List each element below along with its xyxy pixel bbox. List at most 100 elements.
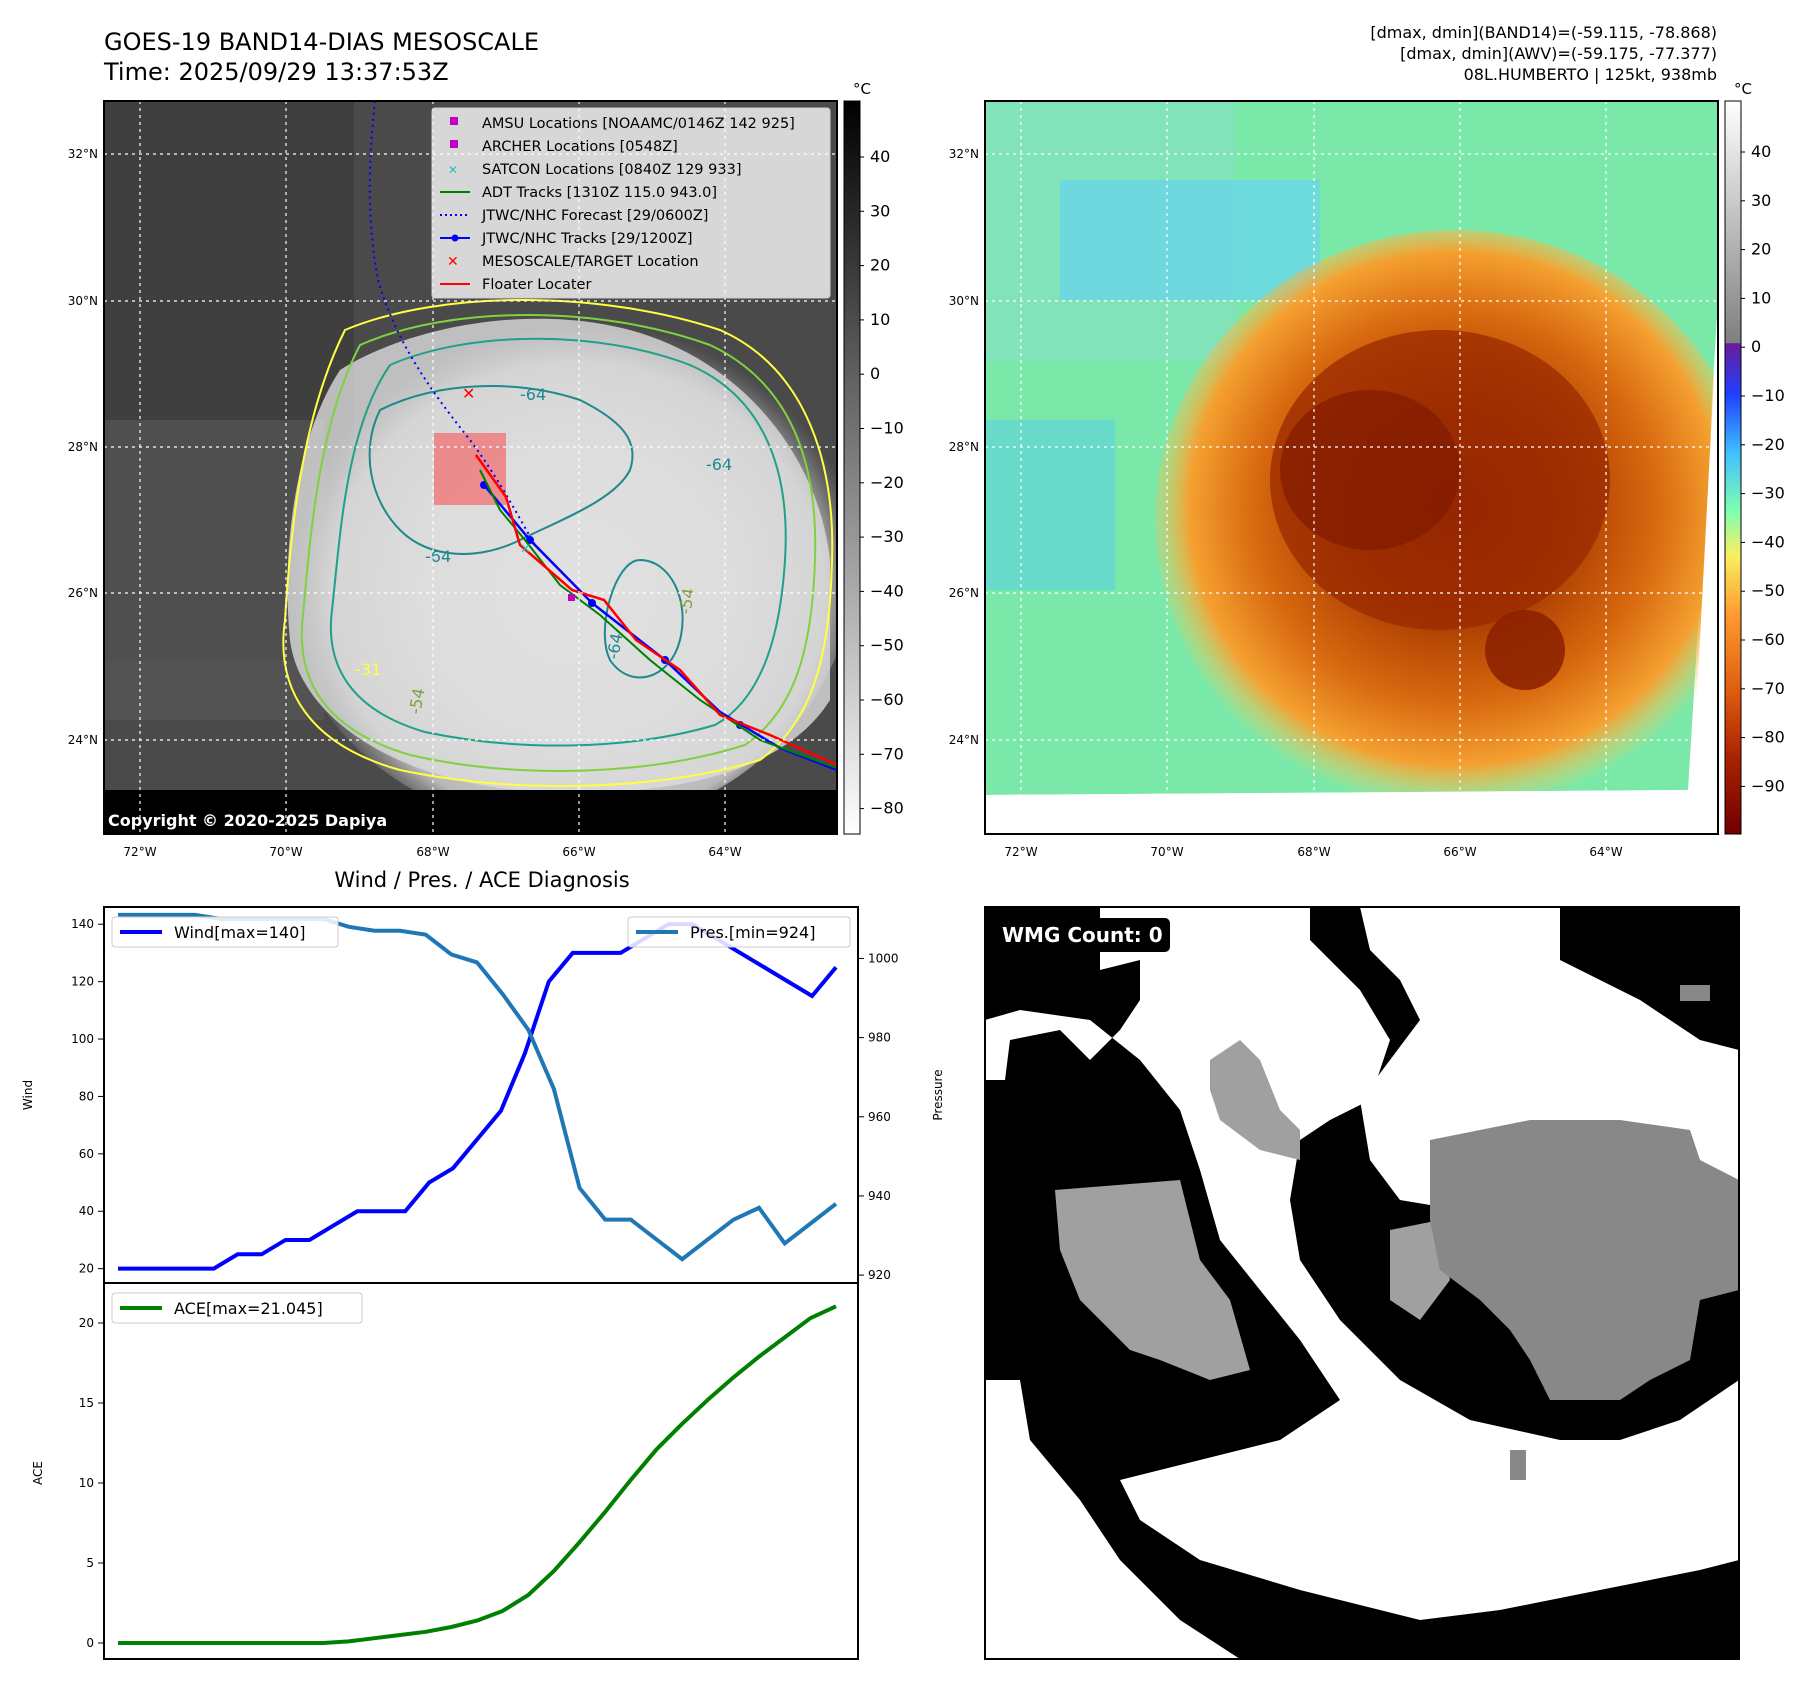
ace-tick-label: 5 (86, 1556, 94, 1570)
legend-satcon-label: SATCON Locations [0840Z 129 933] (482, 162, 741, 178)
left-map-lon-labels: 72°W 70°W 68°W 66°W 64°W (123, 845, 741, 859)
legend-archer-label: ARCHER Locations [0548Z] (482, 139, 678, 155)
info-storm: 08L.HUMBERTO | 125kt, 938mb (1464, 65, 1717, 84)
contour-label: -64 (706, 455, 732, 474)
jtwc-forecast-track (368, 101, 536, 546)
wmg-count-badge (994, 918, 1170, 952)
colorbar-tick-label: −60 (1751, 630, 1785, 649)
pressure-axis-ticks: 920 940 960 980 1000 (858, 951, 899, 1282)
figure-title: GOES-19 BAND14-DIAS MESOSCALE (104, 28, 539, 56)
copyright-text: Copyright © 2020-2025 Dapiya (108, 811, 387, 830)
colorbar-tick-label: 0 (870, 364, 880, 383)
pressure-tick-label: 920 (868, 1268, 891, 1282)
pressure-tick-label: 1000 (868, 951, 899, 965)
right-map-image (985, 101, 1718, 834)
colorbar-tick-label: 40 (1751, 142, 1771, 161)
pressure-tick-label: 940 (868, 1189, 891, 1203)
wind-axis-label: Wind (21, 1080, 35, 1110)
right-colorbar-ticks: 40 30 20 10 0 −10 −20 −30 −40 −50 −60 −70 −80 −90 (1741, 142, 1785, 795)
colorbar-tick-label: −70 (1751, 679, 1785, 698)
contour-label: -64 (425, 547, 451, 566)
wind-tick-label: 120 (71, 975, 94, 989)
wind-tick-label: 60 (79, 1147, 94, 1161)
colorbar-tick-label: −20 (870, 473, 904, 492)
colorbar-tick-label: −30 (870, 527, 904, 546)
info-band14-range: [dmax, dmin](BAND14)=(-59.115, -78.868) (1370, 23, 1717, 42)
colorbar-tick-label: 0 (1751, 337, 1761, 356)
ace-axis-label: ACE (31, 1461, 45, 1485)
right-map-frame (984, 100, 1719, 835)
pressure-tick-label: 960 (868, 1110, 891, 1124)
contour-label: -54 (675, 587, 698, 616)
right-colorbar-unit: °C (1734, 80, 1752, 98)
legend-floater-label: Floater Locater (482, 277, 591, 293)
colorbar-tick-label: −50 (1751, 581, 1785, 600)
ace-axis-ticks: 0 5 10 15 20 (79, 1316, 104, 1650)
colorbar-tick-label: −10 (1751, 386, 1785, 405)
contour-label: -64 (520, 385, 546, 404)
pressure-axis-label: Pressure (931, 1069, 945, 1120)
left-map-lat-labels: 32°N 30°N 28°N 26°N 24°N (68, 147, 98, 747)
ace-tick-label: 10 (79, 1476, 94, 1490)
lat-label: 30°N (68, 294, 98, 308)
legend-amsu-label: AMSU Locations [NOAAMC/0146Z 142 925] (482, 116, 795, 132)
mesoscale-target-marker: ✕ (462, 384, 475, 403)
colorbar-tick-label: −40 (1751, 532, 1785, 551)
colorbar-tick-label: 10 (1751, 288, 1771, 307)
ace-tick-label: 15 (79, 1396, 94, 1410)
left-colorbar-unit: °C (853, 80, 871, 98)
left-map-panel: -64 -64 -64 -64 -54 -54 -31 ✕ ✕ (68, 80, 904, 859)
legend-satcon-icon: ✕ (448, 163, 458, 177)
ace-series-line (118, 1304, 837, 1645)
lat-label: 28°N (68, 440, 98, 454)
right-map-panel: 32°N 30°N 28°N 26°N 24°N 72°W 70°W 68°W … (949, 80, 1785, 859)
colorbar-tick-label: −60 (870, 690, 904, 709)
lat-label: 28°N (949, 440, 979, 454)
wind-tick-label: 100 (71, 1032, 94, 1046)
ace-tick-label: 0 (86, 1636, 94, 1650)
wmg-dark-gray-regions (1430, 985, 1739, 1480)
lon-label: 66°W (562, 845, 595, 859)
colorbar-tick-label: −90 (1751, 776, 1785, 795)
wind-legend: Wind[max=140] (111, 916, 339, 948)
legend-target-label: MESOSCALE/TARGET Location (482, 254, 699, 270)
left-colorbar (843, 100, 861, 835)
legend-adt-label: ADT Tracks [1310Z 115.0 943.0] (482, 185, 717, 201)
right-map-lon-labels: 72°W 70°W 68°W 66°W 64°W (1004, 845, 1622, 859)
floater-locater-track (474, 454, 837, 767)
pressure-tick-label: 980 (868, 1031, 891, 1045)
left-map-gridlines (104, 101, 837, 834)
wmg-panel: WMG Count: 0 (984, 906, 1740, 1660)
colorbar-tick-label: −10 (870, 419, 904, 438)
lat-label: 26°N (68, 586, 98, 600)
colorbar-tick-label: 20 (1751, 240, 1771, 259)
right-map-lat-labels: 32°N 30°N 28°N 26°N 24°N (949, 147, 979, 747)
colorbar-tick-label: 20 (870, 256, 890, 275)
wind-pressure-frame (103, 906, 859, 1284)
amsu-marker (568, 594, 575, 601)
pressure-legend-label: Pres.[min=924] (690, 923, 815, 942)
lon-label: 70°W (269, 845, 302, 859)
colorbar-tick-label: −80 (870, 799, 904, 818)
wmg-frame (984, 906, 1740, 1660)
wind-tick-label: 40 (79, 1204, 94, 1218)
figure-time: Time: 2025/09/29 13:37:53Z (103, 58, 449, 86)
colorbar-tick-label: −50 (870, 636, 904, 655)
colorbar-tick-label: −70 (870, 744, 904, 763)
contour-label: -31 (355, 660, 381, 679)
colorbar-tick-label: −30 (1751, 484, 1785, 503)
contour-label: -54 (405, 687, 428, 716)
lat-label: 32°N (68, 147, 98, 161)
ace-legend-label: ACE[max=21.045] (174, 1299, 323, 1318)
lon-label: 72°W (123, 845, 156, 859)
wmg-count-label: WMG Count: 0 (1002, 923, 1163, 947)
wind-tick-label: 140 (71, 917, 94, 931)
colorbar-tick-label: −80 (1751, 728, 1785, 747)
lat-label: 24°N (68, 733, 98, 747)
colorbar-tick-label: −20 (1751, 435, 1785, 454)
left-map-frame (103, 100, 838, 835)
legend-archer-icon (450, 140, 458, 148)
wind-tick-label: 80 (79, 1089, 94, 1103)
